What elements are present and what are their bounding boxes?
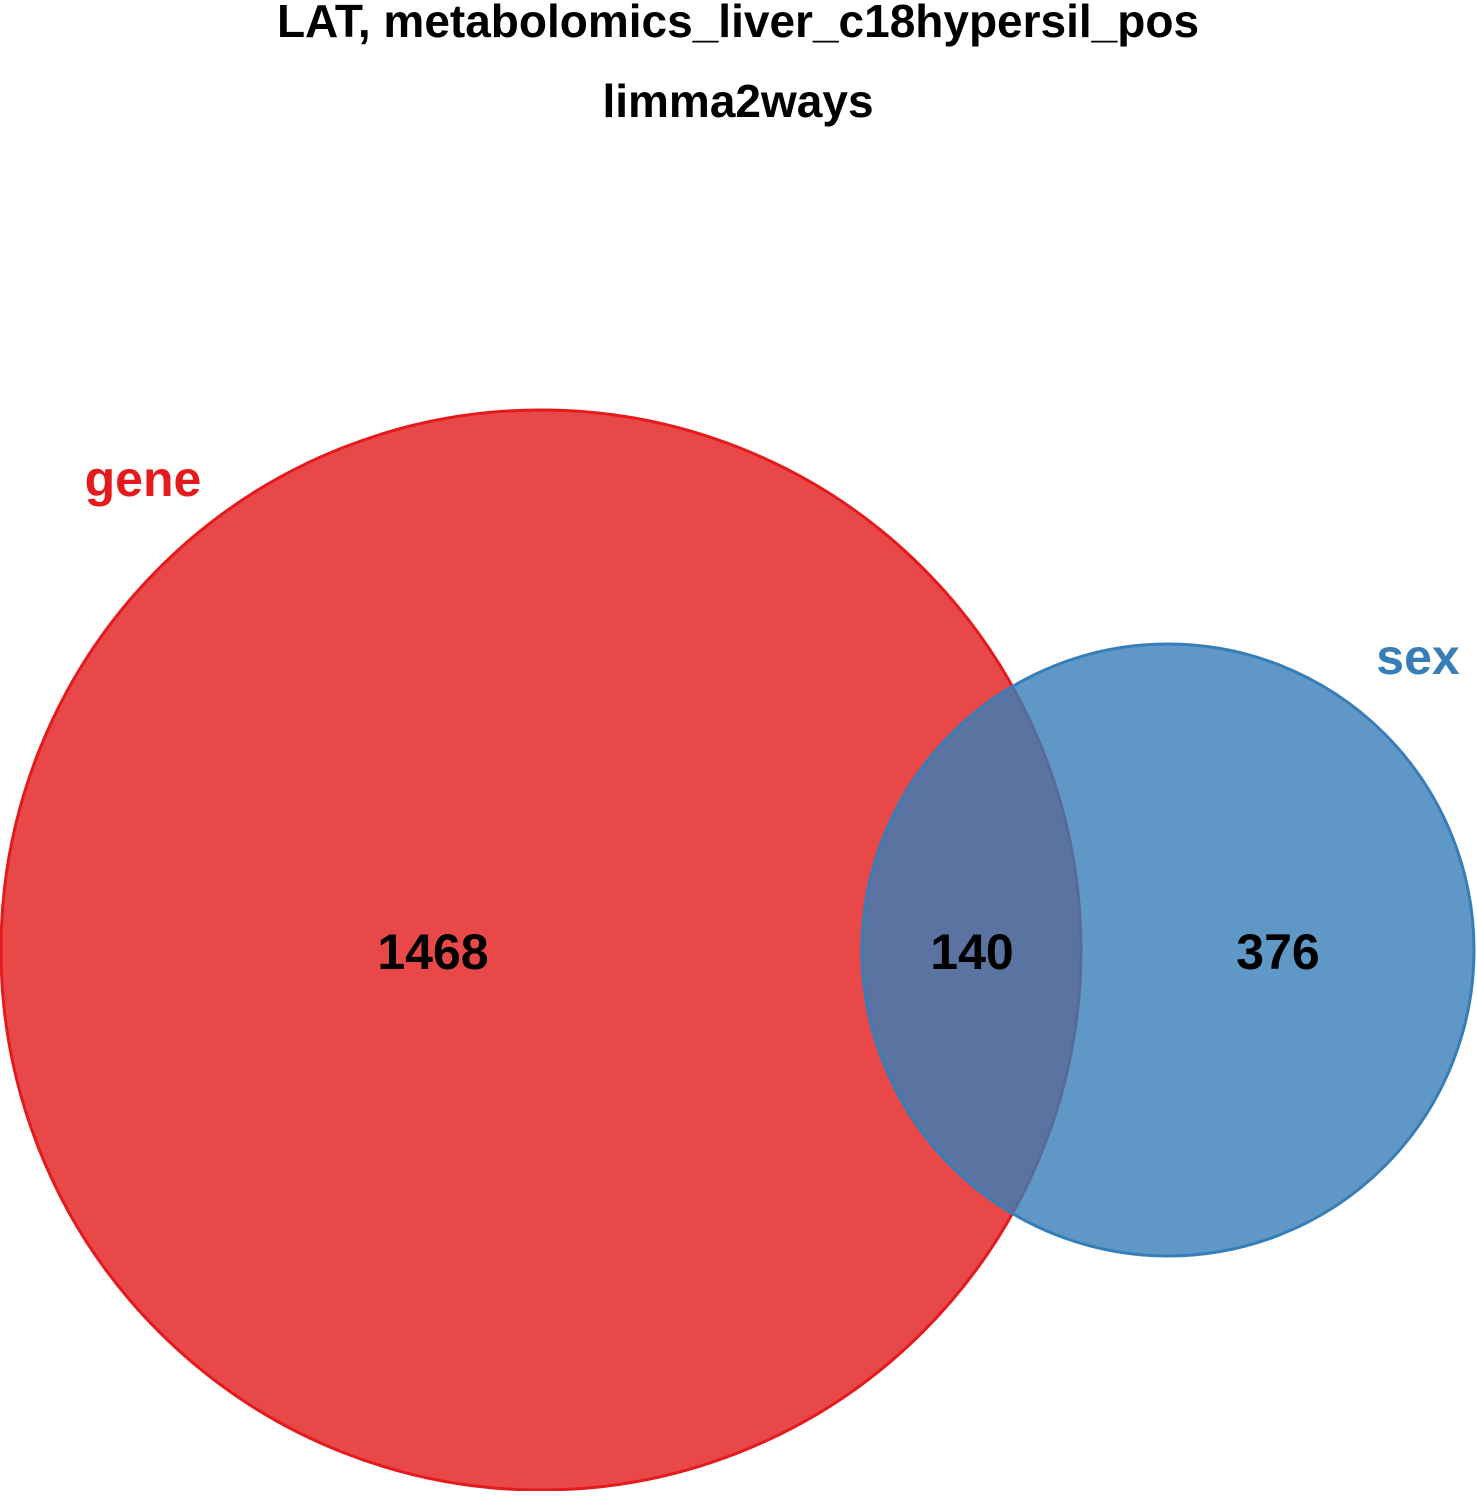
- set-label-gene: gene: [85, 451, 202, 507]
- title-line-2: limma2ways: [602, 75, 873, 127]
- count-gene-only: 1468: [377, 924, 488, 980]
- set-label-sex: sex: [1376, 629, 1460, 685]
- set-circle-sex: [860, 642, 1476, 1258]
- title-line-1: LAT, metabolomics_liver_c18hypersil_pos: [277, 0, 1199, 47]
- count-sex-only: 376: [1236, 924, 1319, 980]
- count-intersection: 140: [930, 924, 1013, 980]
